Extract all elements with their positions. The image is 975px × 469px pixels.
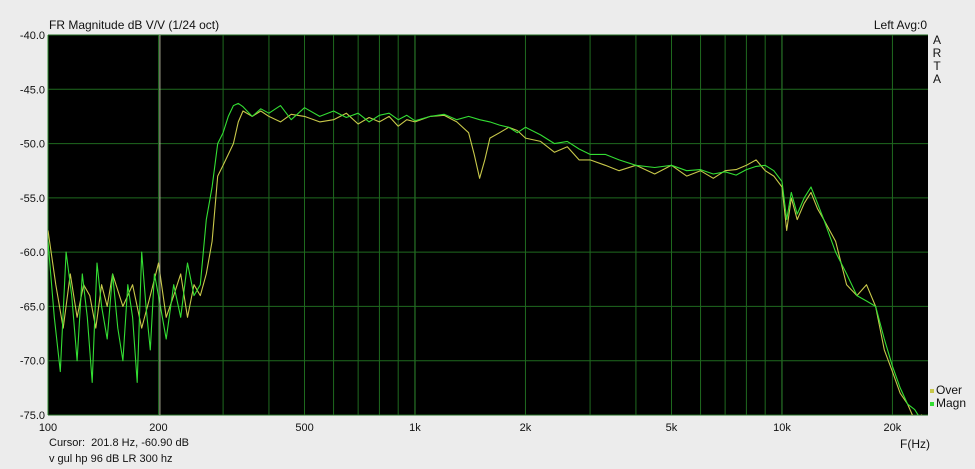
channel-info: Left Avg:0 bbox=[873, 18, 927, 32]
legend: Over Magn bbox=[930, 384, 966, 410]
x-tick-label: 10k bbox=[773, 422, 791, 434]
y-tick-label: -75.0 bbox=[20, 410, 45, 422]
x-tick-label: 500 bbox=[295, 422, 313, 434]
y-tick-labels: -40.0 -45.0 -50.0 -55.0 -60.0 -65.0 -70.0 -75.0 bbox=[20, 30, 45, 422]
curves bbox=[48, 102, 928, 415]
arta-letter-1: A bbox=[932, 33, 941, 47]
x-tick-label: 20k bbox=[884, 422, 902, 434]
y-tick-label: -60.0 bbox=[20, 247, 45, 259]
cursor-readout: Cursor: 201.8 Hz, -60.90 dB bbox=[49, 437, 189, 449]
y-tick-label: -70.0 bbox=[20, 356, 45, 368]
y-tick-label: -55.0 bbox=[20, 193, 45, 205]
measurement-note: v gul hp 96 dB LR 300 hz bbox=[49, 453, 173, 465]
x-tick-label: 2k bbox=[520, 422, 532, 434]
arta-letter-3: T bbox=[933, 59, 941, 73]
legend-swatch-magn bbox=[930, 401, 934, 406]
legend-entry-magn: Magn bbox=[930, 397, 966, 410]
chart-title: FR Magnitude dB V/V (1/24 oct) bbox=[49, 18, 220, 32]
legend-label-magn: Magn bbox=[936, 396, 967, 410]
y-tick-label: -50.0 bbox=[20, 139, 45, 151]
arta-letter-2: R bbox=[932, 46, 942, 60]
series-line-over bbox=[48, 110, 923, 415]
legend-swatch-over bbox=[930, 388, 934, 393]
x-axis-label: F(Hz) bbox=[900, 437, 930, 451]
arta-logo-text: A R T A bbox=[931, 34, 943, 86]
y-tick-label: -40.0 bbox=[20, 30, 45, 42]
cursor-label: Cursor: bbox=[49, 437, 86, 449]
arta-letter-4: A bbox=[932, 72, 941, 86]
cursor-value: 201.8 Hz, -60.90 dB bbox=[91, 437, 189, 449]
x-tick-label: 100 bbox=[39, 422, 57, 434]
grid-lines bbox=[47, 34, 928, 416]
series-line-magn bbox=[48, 102, 928, 415]
x-tick-label: 5k bbox=[666, 422, 678, 434]
legend-entry-over: Over bbox=[930, 384, 966, 397]
x-tick-labels: 100 200 500 1k 2k 5k 10k 20k bbox=[39, 422, 902, 434]
x-tick-label: 200 bbox=[149, 422, 167, 434]
y-tick-label: -65.0 bbox=[20, 301, 45, 313]
x-tick-label: 1k bbox=[409, 422, 421, 434]
y-tick-label: -45.0 bbox=[20, 84, 45, 96]
legend-label-over: Over bbox=[936, 383, 963, 397]
plot-area[interactable] bbox=[48, 35, 928, 415]
